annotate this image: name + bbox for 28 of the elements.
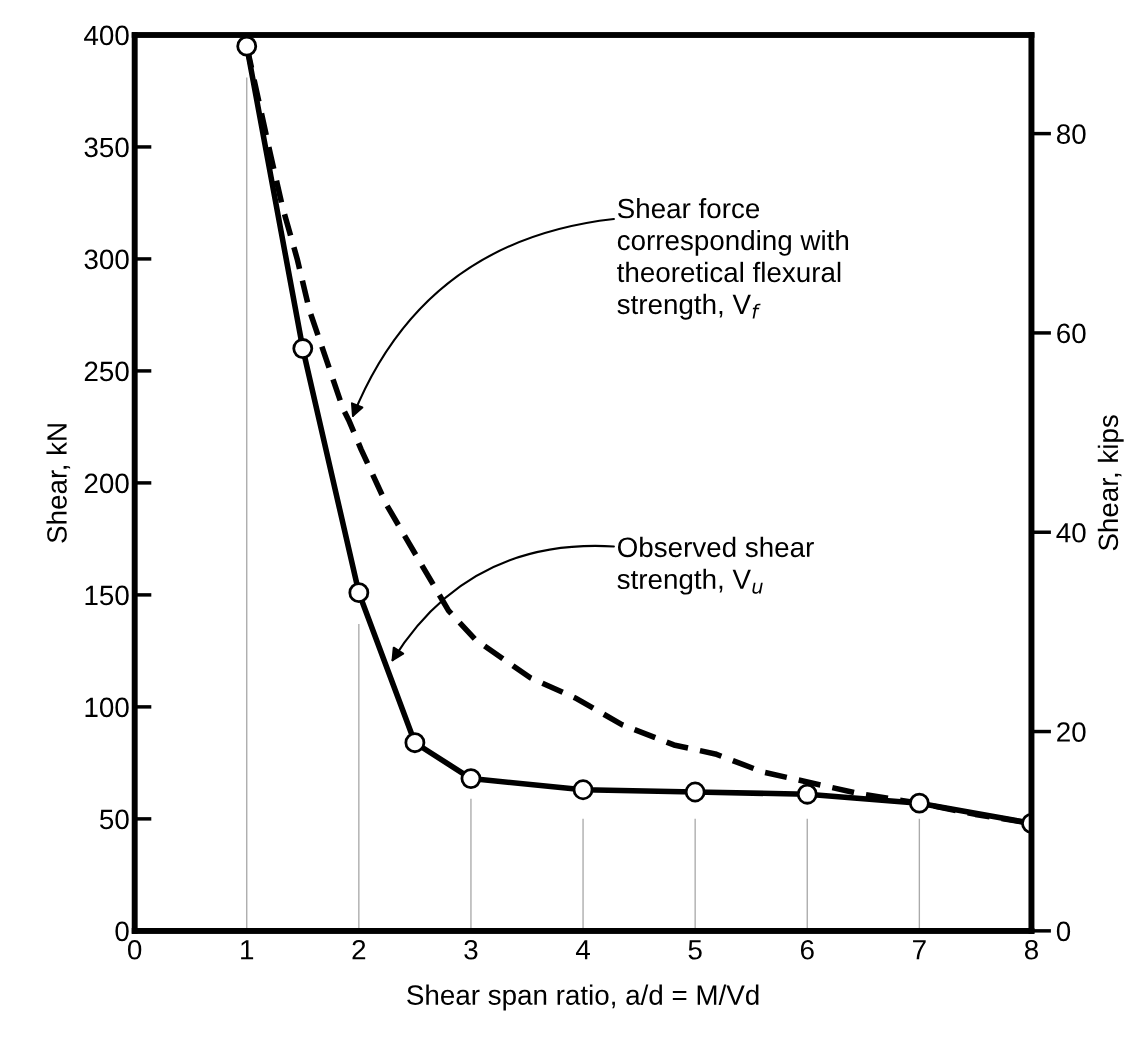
y-tick-label: 150	[85, 585, 129, 606]
x-tick-label: 6	[800, 939, 814, 960]
annotation: Shear force corresponding with theoretical flexural strength, V$_{f}$	[617, 197, 849, 320]
y2-axis-title: Shear, kips	[1097, 415, 1124, 551]
y2-tick-label: 20	[1057, 722, 1086, 742]
x-tick-label: 7	[913, 940, 926, 960]
y-tick-label: 200	[84, 473, 129, 494]
x-tick-label: 0	[128, 939, 142, 960]
y-tick-label: 300	[84, 249, 129, 270]
y2-tick-label: 80	[1056, 124, 1086, 144]
annotation: Observed shear strength, V$_{u}$	[617, 536, 814, 595]
y2-tick-label: 60	[1057, 323, 1086, 344]
y-axis-title: Shear, kN	[46, 424, 71, 543]
y-tick-label: 100	[85, 697, 129, 718]
y-tick-label: 250	[84, 361, 129, 382]
y-tick-label: 0	[115, 921, 129, 942]
x-tick-label: 4	[575, 940, 590, 960]
y2-tick-label: 40	[1056, 522, 1086, 543]
x-axis-title: Shear span ratio, a/d = M/Vd	[407, 984, 759, 1011]
x-tick-label: 3	[464, 939, 478, 960]
x-tick-label: 1	[241, 940, 254, 960]
y2-tick-label: 0	[1056, 921, 1071, 942]
y-tick-label: 350	[84, 137, 129, 158]
x-tick-label: 8	[1024, 939, 1038, 960]
y-tick-label: 50	[99, 809, 129, 830]
x-tick-label: 2	[352, 939, 366, 960]
y-tick-label: 400	[84, 25, 129, 46]
x-tick-label: 5	[688, 940, 702, 960]
